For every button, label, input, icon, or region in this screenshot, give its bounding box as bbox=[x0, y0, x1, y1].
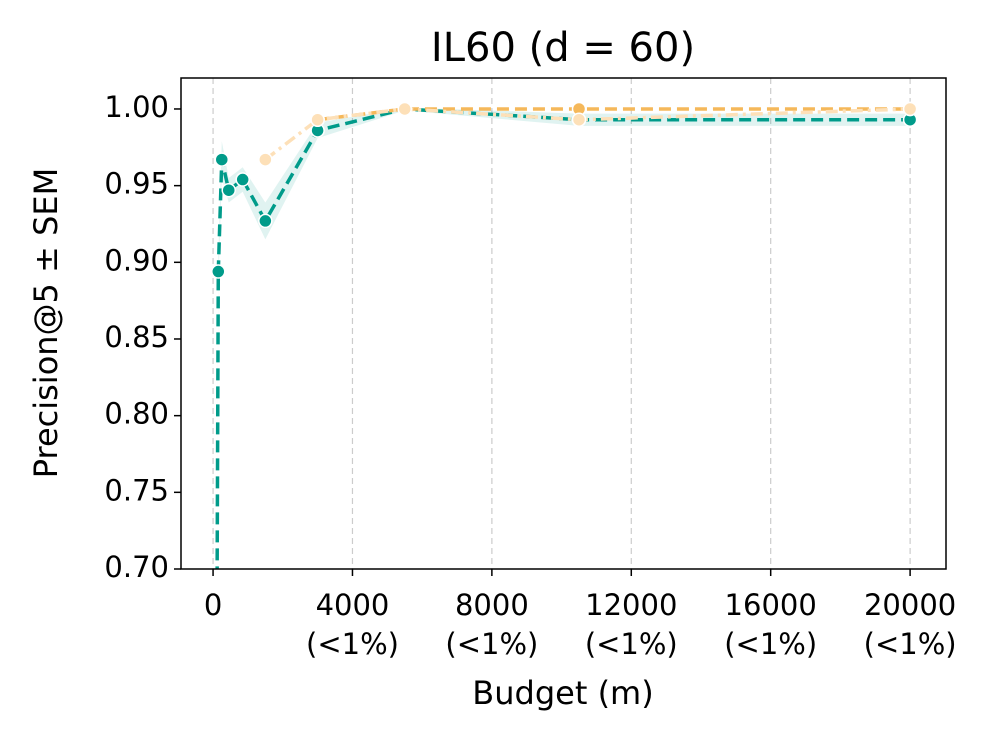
data-point bbox=[902, 101, 918, 117]
data-point bbox=[211, 264, 226, 279]
chart-title: IL60 (d = 60) bbox=[431, 25, 695, 71]
y-tick-label: 1.00 bbox=[104, 90, 169, 124]
data-point bbox=[397, 101, 412, 117]
data-point bbox=[210, 716, 223, 729]
data-point bbox=[571, 112, 587, 127]
data-point bbox=[258, 213, 273, 229]
x-axis-label: Budget (m) bbox=[472, 674, 653, 712]
axes-frame bbox=[180, 77, 947, 570]
data-point bbox=[310, 112, 325, 127]
y-tick-label: 0.85 bbox=[104, 320, 169, 354]
data-point bbox=[221, 182, 236, 198]
y-axis-label: Precision@5 ± SEM bbox=[27, 168, 65, 478]
x-tick-label: 0 bbox=[204, 588, 222, 622]
x-tick-label: 20000 (<1%) bbox=[864, 588, 957, 661]
x-tick-label: 16000 (<1%) bbox=[724, 588, 817, 661]
ticks: 0 4000 (<1%) 8000 (<1%) 12000 (<1%) 16000 (<1%) 2… bbox=[104, 90, 956, 661]
plot-area bbox=[210, 101, 918, 729]
x-tick-label: 12000 (<1%) bbox=[585, 588, 678, 661]
data-point bbox=[258, 152, 273, 167]
x-tick-label: 8000 (<1%) bbox=[445, 588, 538, 661]
x-tick-label: 4000 (<1%) bbox=[306, 588, 399, 661]
y-tick-label: 0.95 bbox=[104, 167, 169, 201]
data-point bbox=[235, 172, 250, 187]
series-line bbox=[215, 107, 911, 569]
grid bbox=[212, 78, 911, 569]
y-tick-label: 0.80 bbox=[104, 397, 169, 431]
y-tick-label: 0.75 bbox=[104, 473, 169, 507]
y-tick-label: 0.70 bbox=[104, 550, 169, 584]
y-tick-label: 0.90 bbox=[104, 243, 169, 277]
data-point bbox=[214, 152, 230, 167]
